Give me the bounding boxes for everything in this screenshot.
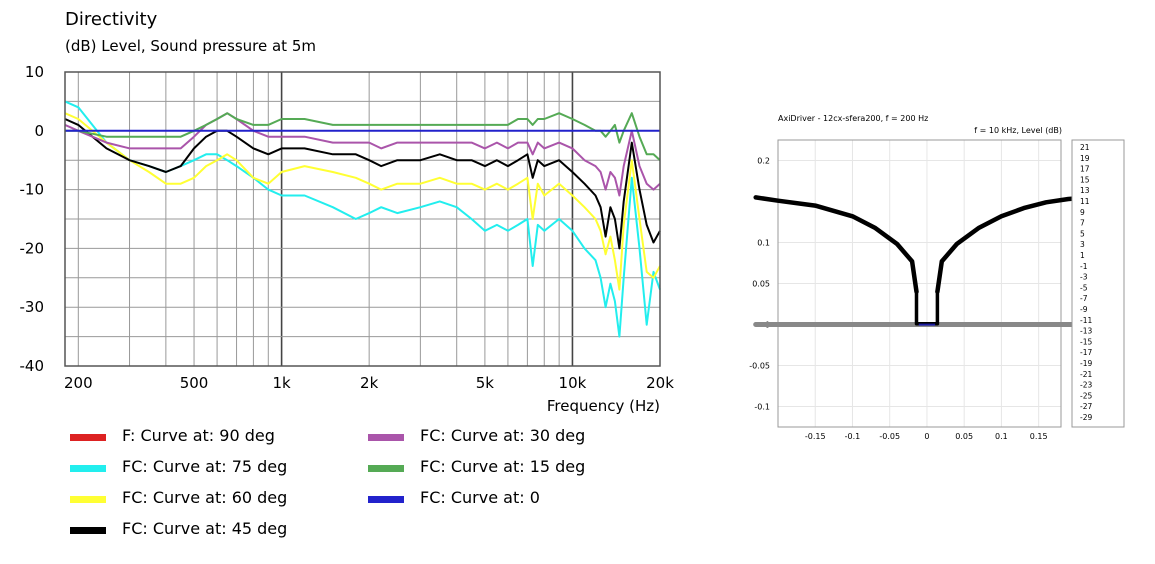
colorbar-label: -23 [1080, 381, 1092, 390]
series-line [65, 112, 661, 161]
x-tick-label: 1k [272, 374, 291, 392]
legend-label: FC: Curve at: 60 deg [122, 488, 287, 507]
y-tick-label: -40 [20, 357, 45, 375]
series-line [64, 100, 661, 338]
legend-label: FC: Curve at: 15 deg [420, 457, 585, 476]
plot-grid [778, 140, 1061, 427]
profile-left-line [753, 195, 919, 294]
colorbar-label: 5 [1080, 229, 1085, 238]
colorbar-label: -15 [1080, 337, 1092, 346]
x-tick-label: -0.15 [805, 432, 826, 441]
colorbar-label: -25 [1080, 391, 1092, 400]
x-tick-label: 2k [360, 374, 379, 392]
x-tick-label: 0.1 [995, 432, 1008, 441]
colorbar-label: 9 [1080, 208, 1085, 217]
x-tick-label: -0.1 [845, 432, 861, 441]
plot-series [753, 195, 1094, 327]
colorbar [1071, 139, 1125, 428]
colorbar-label: -13 [1080, 327, 1092, 336]
chart-title: AxiDriver - 12cx-sfera200, f = 200 Hz [778, 114, 928, 123]
legend-swatch [70, 496, 106, 503]
x-tick-label: 5k [476, 374, 495, 392]
axidriver-chart: AxiDriver - 12cx-sfera200, f = 200 Hz f … [749, 114, 1125, 441]
x-tick-label: 20k [646, 374, 674, 392]
y-axis: 10 0 -10 -20 -30 -40 [20, 63, 45, 375]
x-tick-label: 500 [180, 374, 209, 392]
colorbar-label: -3 [1080, 273, 1088, 282]
colorbar-label: -21 [1080, 370, 1092, 379]
colorbar-label: 1 [1080, 251, 1085, 260]
x-tick-label: 0.05 [955, 432, 973, 441]
colorbar-label: -7 [1080, 294, 1088, 303]
colorbar-label: 3 [1080, 240, 1085, 249]
colorbar-label: 13 [1080, 186, 1090, 195]
colorbar-label: -27 [1080, 402, 1092, 411]
legend-swatch [368, 496, 404, 503]
plot-grid [65, 72, 660, 366]
y-axis: 0.20.10.050-0.05-0.1 [749, 157, 770, 412]
y-tick-label: 10 [25, 63, 44, 81]
y-tick-label: 0.05 [752, 280, 770, 289]
legend-label: FC: Curve at: 0 [420, 488, 540, 507]
x-tick-label: 0.15 [1030, 432, 1048, 441]
colorbar-label: -9 [1080, 305, 1088, 314]
plot-series [64, 100, 661, 338]
legend-label: FC: Curve at: 30 deg [420, 426, 585, 445]
colorbar-label: -17 [1080, 348, 1092, 357]
x-tick-label: 200 [64, 374, 93, 392]
colorbar-label: -1 [1080, 262, 1088, 271]
plot-frame [777, 139, 1062, 428]
colorbar-label: 19 [1080, 154, 1090, 163]
colorbar-label: 15 [1080, 175, 1090, 184]
colorbar-label: 11 [1080, 197, 1090, 206]
colorbar-label: 17 [1080, 165, 1090, 174]
colorbar-label: -19 [1080, 359, 1092, 368]
chart-title: Directivity [65, 9, 158, 30]
plot-frame [64, 71, 661, 367]
y-tick-label: -0.1 [754, 403, 770, 412]
chart-subtitle: f = 10 kHz, Level (dB) [974, 126, 1062, 135]
y-tick-label: -10 [20, 181, 45, 199]
y-tick-label: 0.2 [757, 157, 770, 166]
colorbar-label: -5 [1080, 283, 1088, 292]
legend: F: Curve at: 90 deg FC: Curve at: 75 deg F… [70, 426, 585, 538]
legend-swatch [368, 434, 404, 441]
y-tick-label: 0.1 [757, 239, 770, 248]
x-tick-label: 0 [924, 432, 929, 441]
chart-subtitle: (dB) Level, Sound pressure at 5m [65, 37, 316, 55]
colorbar-label: -11 [1080, 316, 1092, 325]
directivity-chart: Directivity (dB) Level, Sound pressure a… [20, 9, 675, 538]
series-line [64, 118, 661, 250]
x-axis-label: Frequency (Hz) [547, 397, 660, 415]
x-axis: 200 500 1k 2k 5k 10k 20k [64, 374, 674, 392]
legend-swatch [70, 465, 106, 472]
legend-label: FC: Curve at: 75 deg [122, 457, 287, 476]
x-axis: -0.15 -0.1 -0.05 0 0.05 0.1 0.15 [805, 432, 1048, 441]
y-tick-label: -0.05 [749, 362, 770, 371]
y-tick-label: -20 [20, 239, 45, 257]
legend-swatch [70, 527, 106, 534]
legend-label: F: Curve at: 90 deg [122, 426, 275, 445]
y-tick-label: -30 [20, 298, 45, 316]
legend-swatch [70, 434, 106, 441]
y-tick-label: 0 [34, 122, 44, 140]
x-tick-label: -0.05 [879, 432, 900, 441]
colorbar-label: 7 [1080, 219, 1085, 228]
colorbar-label: -29 [1080, 413, 1092, 422]
profile-right-line [935, 195, 1094, 294]
series-line [64, 112, 661, 291]
legend-label: FC: Curve at: 45 deg [122, 519, 287, 538]
legend-swatch [368, 465, 404, 472]
x-tick-label: 10k [559, 374, 587, 392]
colorbar-label: 21 [1080, 143, 1090, 152]
